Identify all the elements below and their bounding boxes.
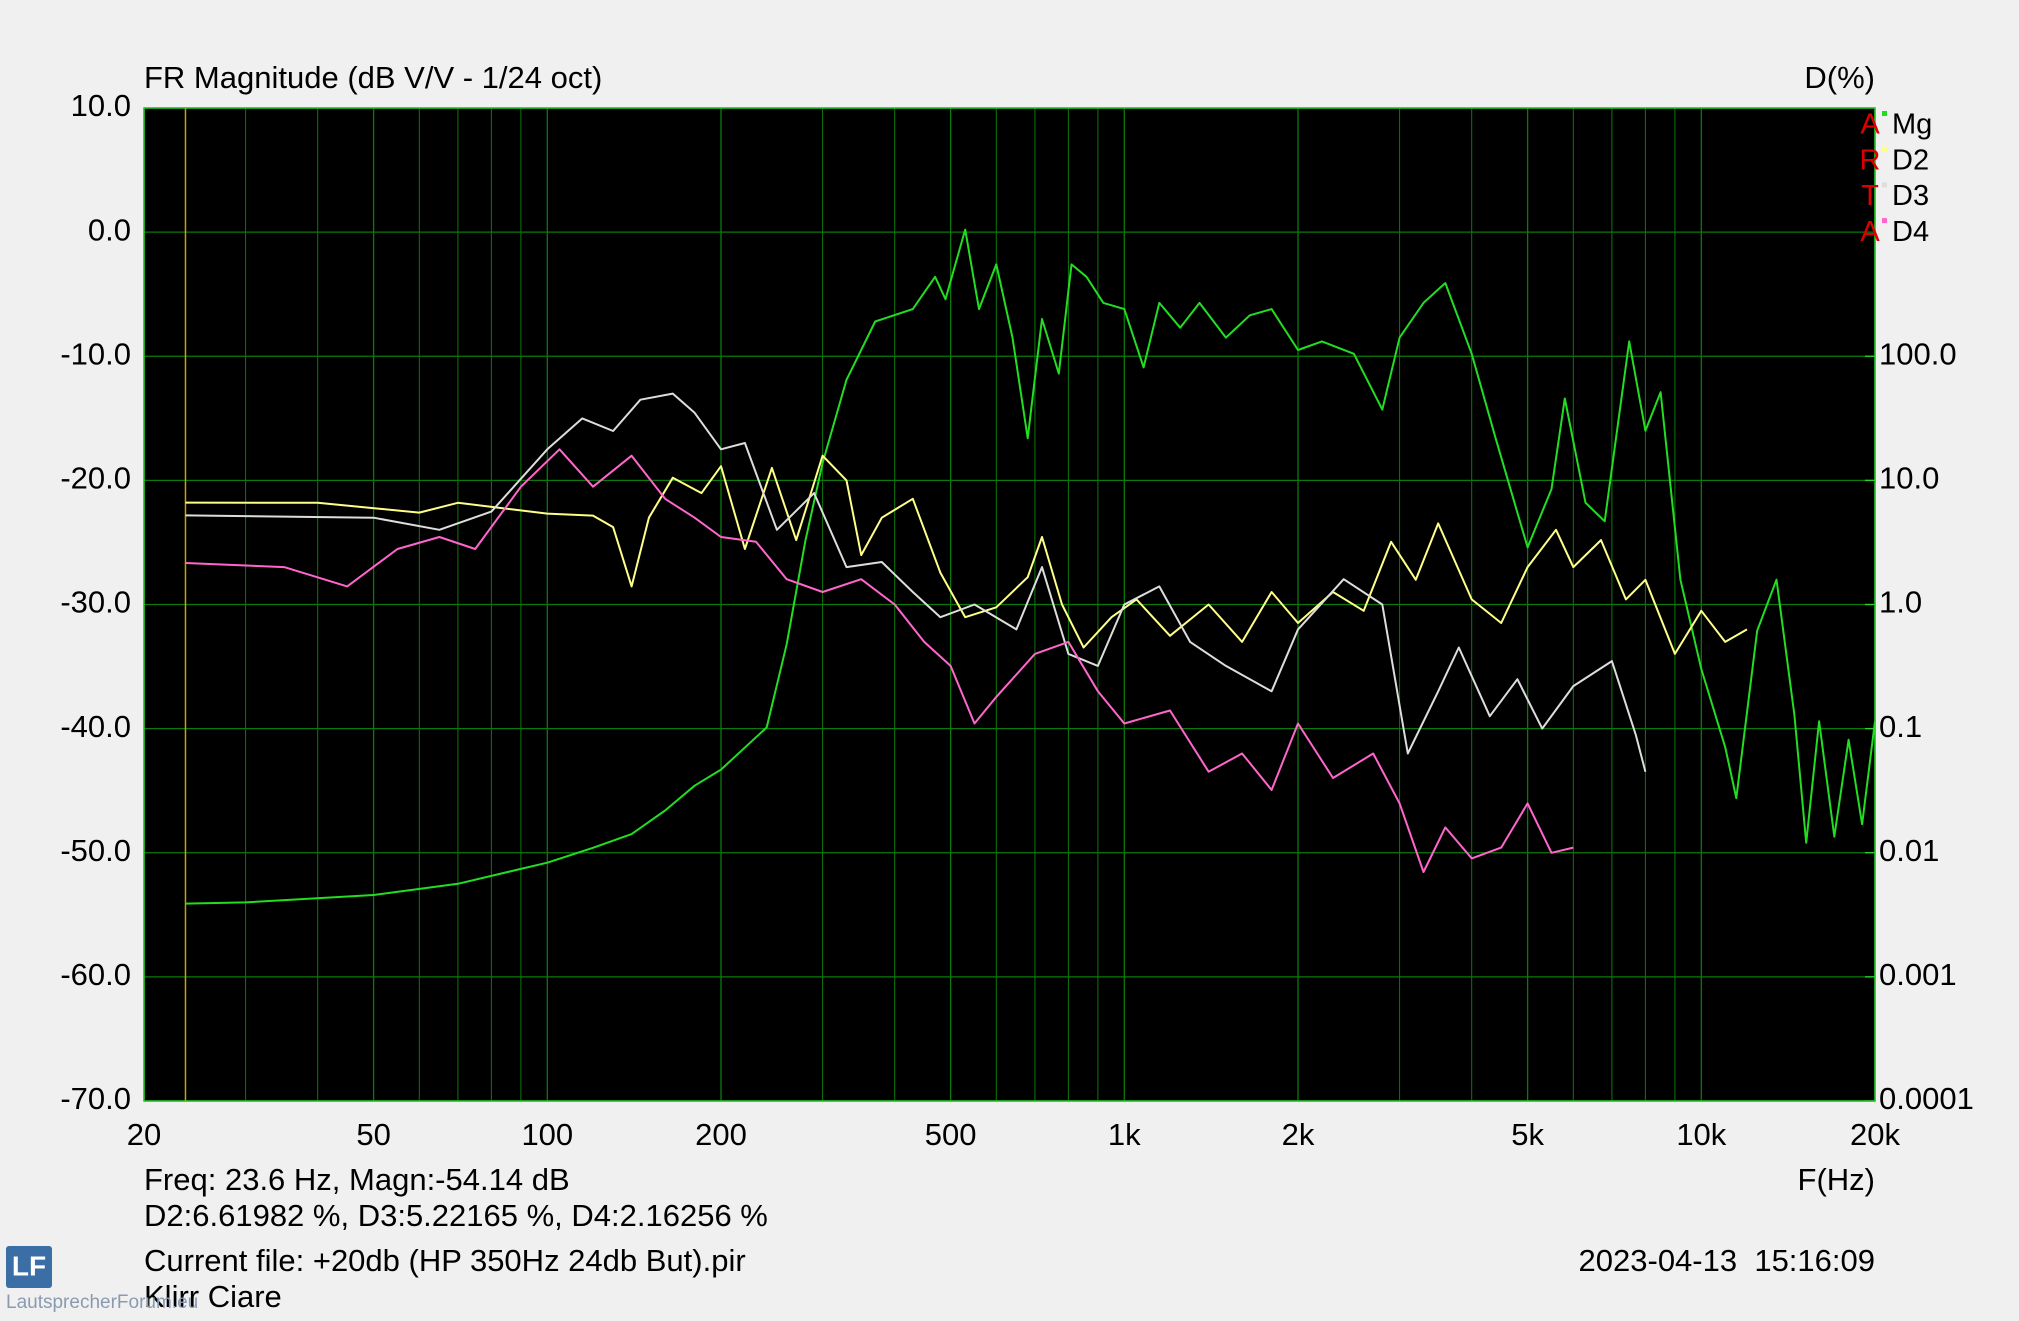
y-tick-label: -50.0 — [60, 833, 131, 868]
y2-axis-label: D(%) — [1804, 60, 1875, 95]
chart-title: FR Magnitude (dB V/V - 1/24 oct) — [144, 60, 602, 95]
readout-line: D2:6.61982 %, D3:5.22165 %, D4:2.16256 % — [144, 1198, 768, 1233]
legend-swatch — [1882, 111, 1887, 116]
brand-letter: A — [1860, 216, 1880, 248]
x-tick-label: 10k — [1676, 1117, 1726, 1152]
series-line — [185, 392, 1647, 772]
legend-swatch — [1882, 146, 1887, 152]
logo-box — [6, 1246, 52, 1288]
legend-label: D4 — [1892, 216, 1929, 248]
legend-label: Mg — [1892, 109, 1932, 141]
series-line — [185, 228, 1876, 905]
legend-label: D2 — [1892, 144, 1929, 176]
y2-tick-label: 0.01 — [1879, 833, 1939, 868]
x-tick-label: 100 — [521, 1117, 573, 1152]
y-tick-label: -60.0 — [60, 957, 131, 992]
x-tick-label: 200 — [695, 1117, 747, 1152]
y2-tick-label: 100.0 — [1879, 336, 1957, 371]
y2-tick-label: 1.0 — [1879, 585, 1922, 620]
x-tick-label: 5k — [1511, 1117, 1544, 1152]
legend-label: D3 — [1892, 180, 1929, 212]
x-tick-label: 20 — [127, 1117, 161, 1152]
timestamp: 2023-04-13 15:16:09 — [1579, 1243, 1875, 1278]
y-tick-label: -30.0 — [60, 585, 131, 620]
plot-frame — [143, 107, 1876, 1102]
x-axis-label: F(Hz) — [1798, 1162, 1875, 1197]
x-tick-label: 50 — [356, 1117, 390, 1152]
readout-line: Freq: 23.6 Hz, Magn:-54.14 dB — [144, 1162, 570, 1197]
y-tick-label: 0.0 — [88, 212, 131, 247]
readout-line: Current file: +20db (HP 350Hz 24db But).… — [144, 1243, 746, 1278]
x-tick-label: 500 — [925, 1117, 977, 1152]
brand-letter: R — [1860, 144, 1881, 176]
y-tick-label: -10.0 — [60, 336, 131, 371]
y2-tick-label: 0.001 — [1879, 957, 1957, 992]
watermark: LautsprecherForum.eu — [6, 1292, 198, 1313]
y2-tick-label: 0.1 — [1879, 709, 1922, 744]
y-tick-label: -70.0 — [60, 1081, 131, 1116]
y-tick-label: -20.0 — [60, 461, 131, 496]
y-tick-label: 10.0 — [71, 88, 131, 123]
y-tick-label: -40.0 — [60, 709, 131, 744]
y2-tick-label: 0.0001 — [1879, 1081, 1974, 1116]
brand-letter: A — [1860, 109, 1880, 141]
x-tick-label: 2k — [1282, 1117, 1315, 1152]
readout-line: Klirr Ciare — [144, 1279, 282, 1314]
series-line — [185, 454, 1748, 655]
x-tick-label: 20k — [1850, 1117, 1900, 1152]
legend-swatch — [1882, 182, 1887, 188]
x-tick-label: 1k — [1108, 1117, 1141, 1152]
series-line — [185, 448, 1574, 873]
logo: LF — [12, 1250, 46, 1281]
legend-swatch — [1882, 218, 1887, 224]
y2-tick-label: 10.0 — [1879, 461, 1939, 496]
brand-letter: T — [1861, 180, 1879, 212]
